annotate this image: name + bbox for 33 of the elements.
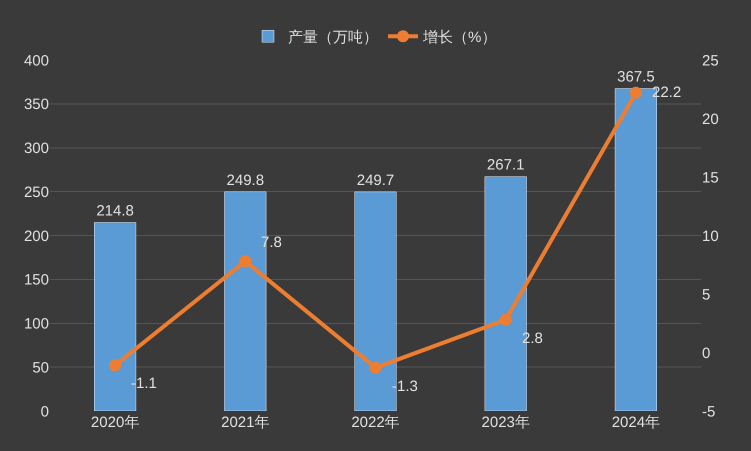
data-label: 214.8	[96, 202, 134, 220]
point	[370, 362, 382, 374]
y-tick-label: 350	[24, 96, 49, 114]
point	[500, 314, 512, 326]
y-tick-label: 250	[24, 184, 49, 201]
y-tick-label: 100	[24, 316, 49, 332]
point	[109, 359, 122, 372]
legend-label: 增长（%）	[422, 29, 496, 46]
x-tick-label: 2021年	[221, 414, 270, 431]
y-tick-label: 50	[32, 359, 49, 376]
y2-tick-label: 5	[702, 286, 710, 304]
y2-tick-label: 20	[702, 110, 719, 128]
x-tick-label: 2020年	[90, 414, 140, 431]
data-label: 249.7	[356, 172, 394, 189]
y2-tick-label: -5	[702, 403, 716, 420]
y-tick-label: 150	[24, 272, 49, 289]
x-tick-label: 2022年	[351, 414, 400, 431]
y-tick-label: 400	[24, 52, 49, 70]
y-tick-label: 200	[24, 228, 49, 245]
point	[630, 86, 642, 99]
point	[239, 255, 252, 268]
data-label: 267.1	[486, 156, 524, 174]
x-tick-label: 2024年	[612, 414, 660, 431]
y2-tick-label: 0	[702, 344, 710, 362]
y-tick-label: 0	[40, 403, 49, 420]
data-label: 249.8	[226, 172, 264, 189]
y-tick-label: 300	[24, 140, 49, 157]
y2-tick-label: 15	[702, 169, 719, 186]
y2-tick-label: 10	[702, 228, 719, 245]
y2-tick-label: 25	[702, 52, 719, 70]
x-tick-label: 2023年	[482, 414, 530, 431]
data-label: 367.5	[617, 68, 655, 86]
legend-label: 产量（万吨）	[288, 29, 378, 46]
